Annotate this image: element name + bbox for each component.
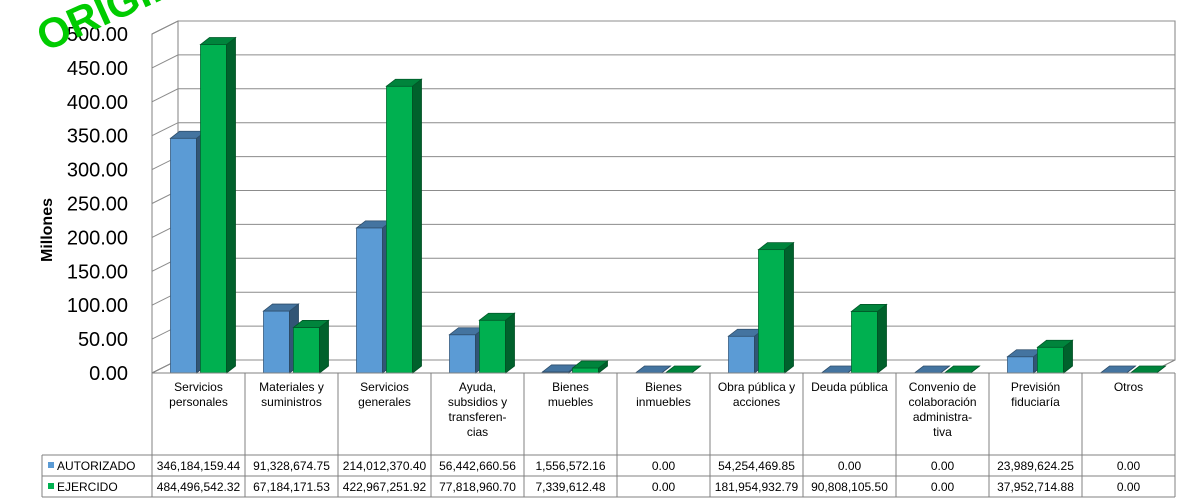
y-axis: 0.00 50.00 100.00 150.00 200.00 250.00 300.00 3… [67,24,153,385]
data-label: 214,012,370.40 [343,459,427,473]
gridline [151,122,1175,137]
x-category-label: Bienes inmuebles [636,380,691,409]
y-axis-label: Millones [39,198,56,262]
data-label: 91,328,674.75 [253,459,330,473]
bar-ejercido [1036,339,1074,374]
data-label: 0.00 [1117,480,1141,494]
legend-swatch [48,483,54,489]
data-label: 422,967,251.92 [343,480,427,494]
y-tick-label: 250.00 [67,194,128,216]
data-label: 37,952,714.88 [997,480,1074,494]
data-label: 484,496,542.32 [157,480,241,494]
y-tick-label: 150.00 [67,261,128,283]
y-tick-label: 450.00 [67,58,128,80]
data-label: 0.00 [931,459,955,473]
y-tick-label: 300.00 [67,160,128,182]
x-category-label: Otros [1114,380,1143,394]
x-category-label: Materiales y suministros [259,380,324,409]
data-label: 77,818,960.70 [439,480,516,494]
y-tick-label: 0.00 [89,363,128,385]
data-label: 1,556,572.16 [535,459,605,473]
legend-label: AUTORIZADO [57,459,135,473]
bar-ejercido [292,319,330,374]
y-tick-label: 200.00 [67,227,128,249]
bar-ejercido [199,36,237,374]
x-category-label: Previsión fiduciaría [1011,380,1060,409]
y-tick-label: 350.00 [67,126,128,148]
y-tick-label: 400.00 [67,92,128,114]
data-label: 181,954,932.79 [715,480,799,494]
legend-label: EJERCIDO [57,480,118,494]
bar-ejercido [478,312,516,374]
x-category-label: Servicios personales [169,380,228,409]
bar-autorizado [1099,365,1137,374]
data-label: 0.00 [931,480,955,494]
x-category-label: Servicios generales [358,380,411,409]
bar-ejercido [850,303,888,374]
data-label: 0.00 [838,459,862,473]
gridline [151,54,1175,69]
data-label: 7,339,612.48 [535,480,605,494]
x-category-label: Bienes muebles [548,380,593,409]
y-tick-label: 100.00 [67,295,128,317]
legend-swatch [48,462,54,468]
data-label: 67,184,171.53 [253,480,330,494]
y-tick-label: 50.00 [78,329,128,351]
x-category-label: Deuda pública [811,380,888,394]
data-label: 0.00 [652,459,676,473]
data-label: 90,808,105.50 [811,480,888,494]
x-category-label: Convenio de colaboración administra-tiva [908,380,976,439]
bars [169,36,1167,374]
data-label: 54,254,469.85 [718,459,795,473]
data-table: Servicios personales Materiales y suministr… [41,372,1176,498]
y-tick-label: 500.00 [67,24,128,46]
data-label: 0.00 [652,480,676,494]
gridline [151,20,1175,35]
data-label: 0.00 [1117,459,1141,473]
x-category-label: Ayuda, subsidios y transferen-cias [448,380,507,439]
data-label: 56,442,660.56 [439,459,516,473]
bar-ejercido [385,78,423,374]
x-category-label: Obra pública y acciones [718,380,795,409]
bar-ejercido [757,241,795,374]
gridline [151,88,1175,103]
bar-ejercido [571,360,609,374]
data-label: 346,184,159.44 [157,459,241,473]
data-label: 23,989,624.25 [997,459,1074,473]
